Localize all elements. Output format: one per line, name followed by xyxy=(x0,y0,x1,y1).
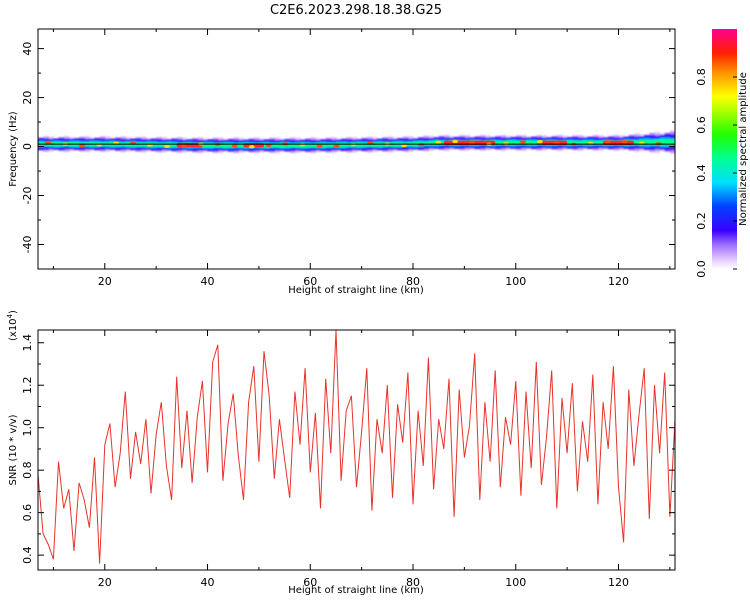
spectrogram-peak xyxy=(452,140,458,143)
spectrogram-peak xyxy=(520,140,526,143)
spectrogram-cell xyxy=(172,143,178,147)
spectrogram-y-tick-label: 40 xyxy=(21,42,34,56)
colorbar: 0.0 0.2 0.4 0.6 0.8 Normalized spectral ampl… xyxy=(695,29,749,278)
spectrogram-x-tick-label: 20 xyxy=(98,275,112,288)
colorbar-tick-label: 0.0 xyxy=(695,260,708,278)
colorbar-gradient xyxy=(712,29,737,269)
colorbar-tick-label: 0.4 xyxy=(695,164,708,182)
spectrogram-cell xyxy=(362,143,368,147)
spectrogram-peak xyxy=(605,140,611,143)
colorbar-tick-label: 0.2 xyxy=(695,212,708,230)
spectrogram-y-tick-label: -20 xyxy=(21,187,34,205)
snr-x-tick-label: 120 xyxy=(608,576,629,589)
spectrogram-plot-area xyxy=(38,130,676,154)
spectrogram-cell xyxy=(428,141,434,146)
snr-y-multiplier-base: (x10 xyxy=(8,318,19,341)
snr-y-tick-label: 1.0 xyxy=(21,419,34,437)
snr-y-tick-label: 0.8 xyxy=(21,461,34,479)
spectrogram-panel: 20 40 60 80 100 12040200-20-40 Height of stra… xyxy=(8,29,676,296)
snr-y-multiplier-close: ) xyxy=(8,310,19,314)
spectrogram-peak xyxy=(435,141,441,144)
spectrogram-x-axis-label: Height of straight line (km) xyxy=(288,285,424,296)
snr-series-line xyxy=(38,330,675,564)
spectrogram-cell xyxy=(357,142,363,147)
snr-y-tick-label: 1.4 xyxy=(21,334,34,352)
spectrogram-axes: 20 40 60 80 100 12040200-20-40 xyxy=(21,29,675,288)
spectrogram-cell xyxy=(223,143,229,148)
spectrogram-cell xyxy=(156,143,162,147)
spectrogram-x-tick-label: 100 xyxy=(505,275,526,288)
spectrogram-y-tick-label: 0 xyxy=(21,143,34,150)
colorbar-tick-label: 0.8 xyxy=(695,68,708,86)
colorbar-label: Normalized spectral amplitude xyxy=(738,72,749,226)
spectrogram-peak xyxy=(232,144,238,147)
spectrogram-peak xyxy=(622,140,628,143)
snr-y-tick-label: 0.6 xyxy=(21,504,34,522)
spectrogram-peak xyxy=(249,145,255,148)
spectrogram-cell xyxy=(341,143,347,147)
snr-y-tick-label: 1.2 xyxy=(21,376,34,394)
spectrogram-peak xyxy=(317,145,323,148)
snr-x-tick-label: 100 xyxy=(505,576,526,589)
spectrogram-cell xyxy=(526,140,532,145)
snr-x-axis-label: Height of straight line (km) xyxy=(288,585,424,596)
spectrogram-x-tick-label: 40 xyxy=(201,275,215,288)
snr-y-multiplier: (x104) xyxy=(6,310,19,341)
snr-y-tick-label: 0.4 xyxy=(21,546,34,564)
colorbar-tick-label: 0.6 xyxy=(695,116,708,134)
spectrogram-x-tick-label: 120 xyxy=(608,275,629,288)
snr-plot-area xyxy=(38,330,675,564)
snr-panel: 20 40 60 80 100 1200.40.60.81.01.21.4 Height … xyxy=(6,310,675,596)
spectrogram-peak xyxy=(537,140,543,143)
spectrogram-peak xyxy=(333,145,339,148)
snr-x-tick-label: 40 xyxy=(201,576,215,589)
spectrogram-peak xyxy=(164,145,170,148)
snr-y-axis-label: SNR (10 * v/v) xyxy=(8,414,19,485)
spectrogram-y-tick-label: 20 xyxy=(21,91,34,105)
spectrogram-y-axis-label: Frequency (Hz) xyxy=(8,111,19,187)
spectrogram-y-tick-label: -40 xyxy=(21,236,34,254)
snr-x-tick-label: 20 xyxy=(98,576,112,589)
figure-title: C2E6.2023.298.18.38.G25 xyxy=(270,3,442,18)
